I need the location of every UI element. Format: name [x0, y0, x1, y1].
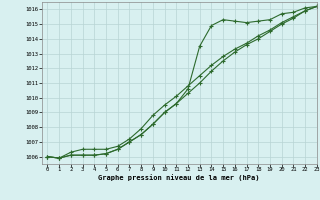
- X-axis label: Graphe pression niveau de la mer (hPa): Graphe pression niveau de la mer (hPa): [99, 174, 260, 181]
